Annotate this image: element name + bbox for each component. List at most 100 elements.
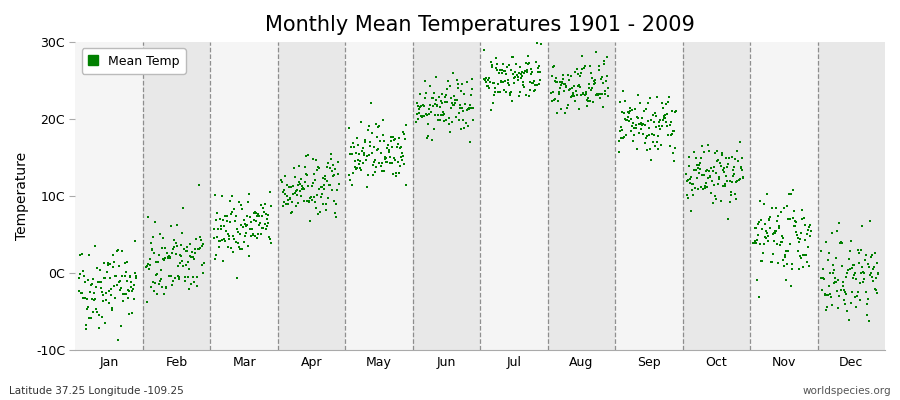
Point	[187, 250, 202, 256]
Point	[820, 292, 834, 298]
Point	[87, 290, 102, 296]
Point	[455, 108, 470, 115]
Point	[237, 239, 251, 245]
Point	[777, 204, 791, 211]
Point	[800, 258, 814, 265]
Point	[631, 92, 645, 98]
Point	[223, 245, 238, 251]
Point	[212, 216, 227, 222]
Point	[274, 176, 288, 183]
Point	[868, 287, 883, 294]
Point	[528, 82, 543, 88]
Point	[826, 267, 841, 273]
Point	[752, 198, 767, 204]
Point	[721, 216, 735, 222]
Point	[96, 292, 111, 298]
Point	[600, 84, 615, 91]
Point	[682, 163, 697, 170]
Point	[443, 128, 457, 135]
Point	[308, 199, 322, 205]
Point	[834, 263, 849, 269]
Point	[284, 195, 298, 201]
Point	[454, 126, 469, 132]
Point	[420, 135, 435, 141]
Point	[802, 224, 816, 230]
Point	[832, 277, 846, 284]
Point	[760, 230, 774, 237]
Point	[91, 278, 105, 285]
Point	[662, 143, 677, 150]
Point	[583, 98, 598, 104]
Point	[385, 144, 400, 150]
Point	[729, 195, 743, 202]
Point	[110, 282, 124, 288]
Point	[662, 94, 676, 100]
Point	[345, 182, 359, 188]
Point	[227, 205, 241, 212]
Point	[498, 68, 512, 74]
Point	[721, 160, 735, 167]
Point	[705, 178, 719, 184]
Point	[502, 90, 517, 97]
Point	[582, 62, 597, 69]
Point	[95, 298, 110, 304]
Point	[644, 131, 659, 137]
Point	[773, 242, 788, 248]
Point	[117, 260, 131, 266]
Point	[579, 88, 593, 95]
Point	[228, 218, 242, 224]
Point	[357, 139, 372, 145]
Point	[426, 95, 440, 102]
Point	[702, 168, 716, 174]
Point	[310, 192, 325, 198]
Point	[415, 113, 429, 120]
Point	[154, 266, 168, 273]
Point	[160, 250, 175, 256]
Point	[435, 90, 449, 97]
Point	[656, 115, 670, 121]
Point	[120, 258, 134, 265]
Point	[380, 145, 394, 152]
Point	[176, 205, 191, 212]
Point	[526, 78, 541, 85]
Point	[382, 149, 396, 156]
Point	[824, 230, 839, 236]
Point	[651, 146, 665, 152]
Point	[258, 211, 273, 217]
Point	[633, 121, 647, 127]
Point	[304, 197, 319, 203]
Point	[487, 80, 501, 86]
Point	[367, 169, 382, 176]
Point	[141, 214, 156, 221]
Point	[614, 123, 628, 130]
Point	[163, 255, 177, 261]
Point	[599, 73, 614, 79]
Point	[646, 112, 661, 118]
Point	[598, 91, 612, 97]
Point	[685, 180, 699, 187]
Point	[627, 125, 642, 131]
Point	[315, 191, 329, 197]
Point	[720, 164, 734, 170]
Point	[598, 88, 612, 94]
Point	[440, 86, 454, 92]
Point	[209, 216, 223, 223]
Point	[629, 124, 643, 131]
Point	[567, 83, 581, 89]
Point	[524, 71, 538, 78]
Point	[425, 137, 439, 143]
Point	[262, 188, 276, 195]
Point	[453, 104, 467, 111]
Point	[379, 159, 393, 166]
Point	[802, 263, 816, 270]
Point	[531, 68, 545, 75]
Point	[494, 79, 508, 86]
Point	[222, 198, 237, 205]
Point	[576, 91, 590, 97]
Y-axis label: Temperature: Temperature	[15, 152, 29, 240]
Point	[630, 114, 644, 120]
Point	[328, 201, 343, 207]
Point	[151, 259, 166, 266]
Point	[324, 156, 338, 162]
Point	[723, 199, 737, 205]
